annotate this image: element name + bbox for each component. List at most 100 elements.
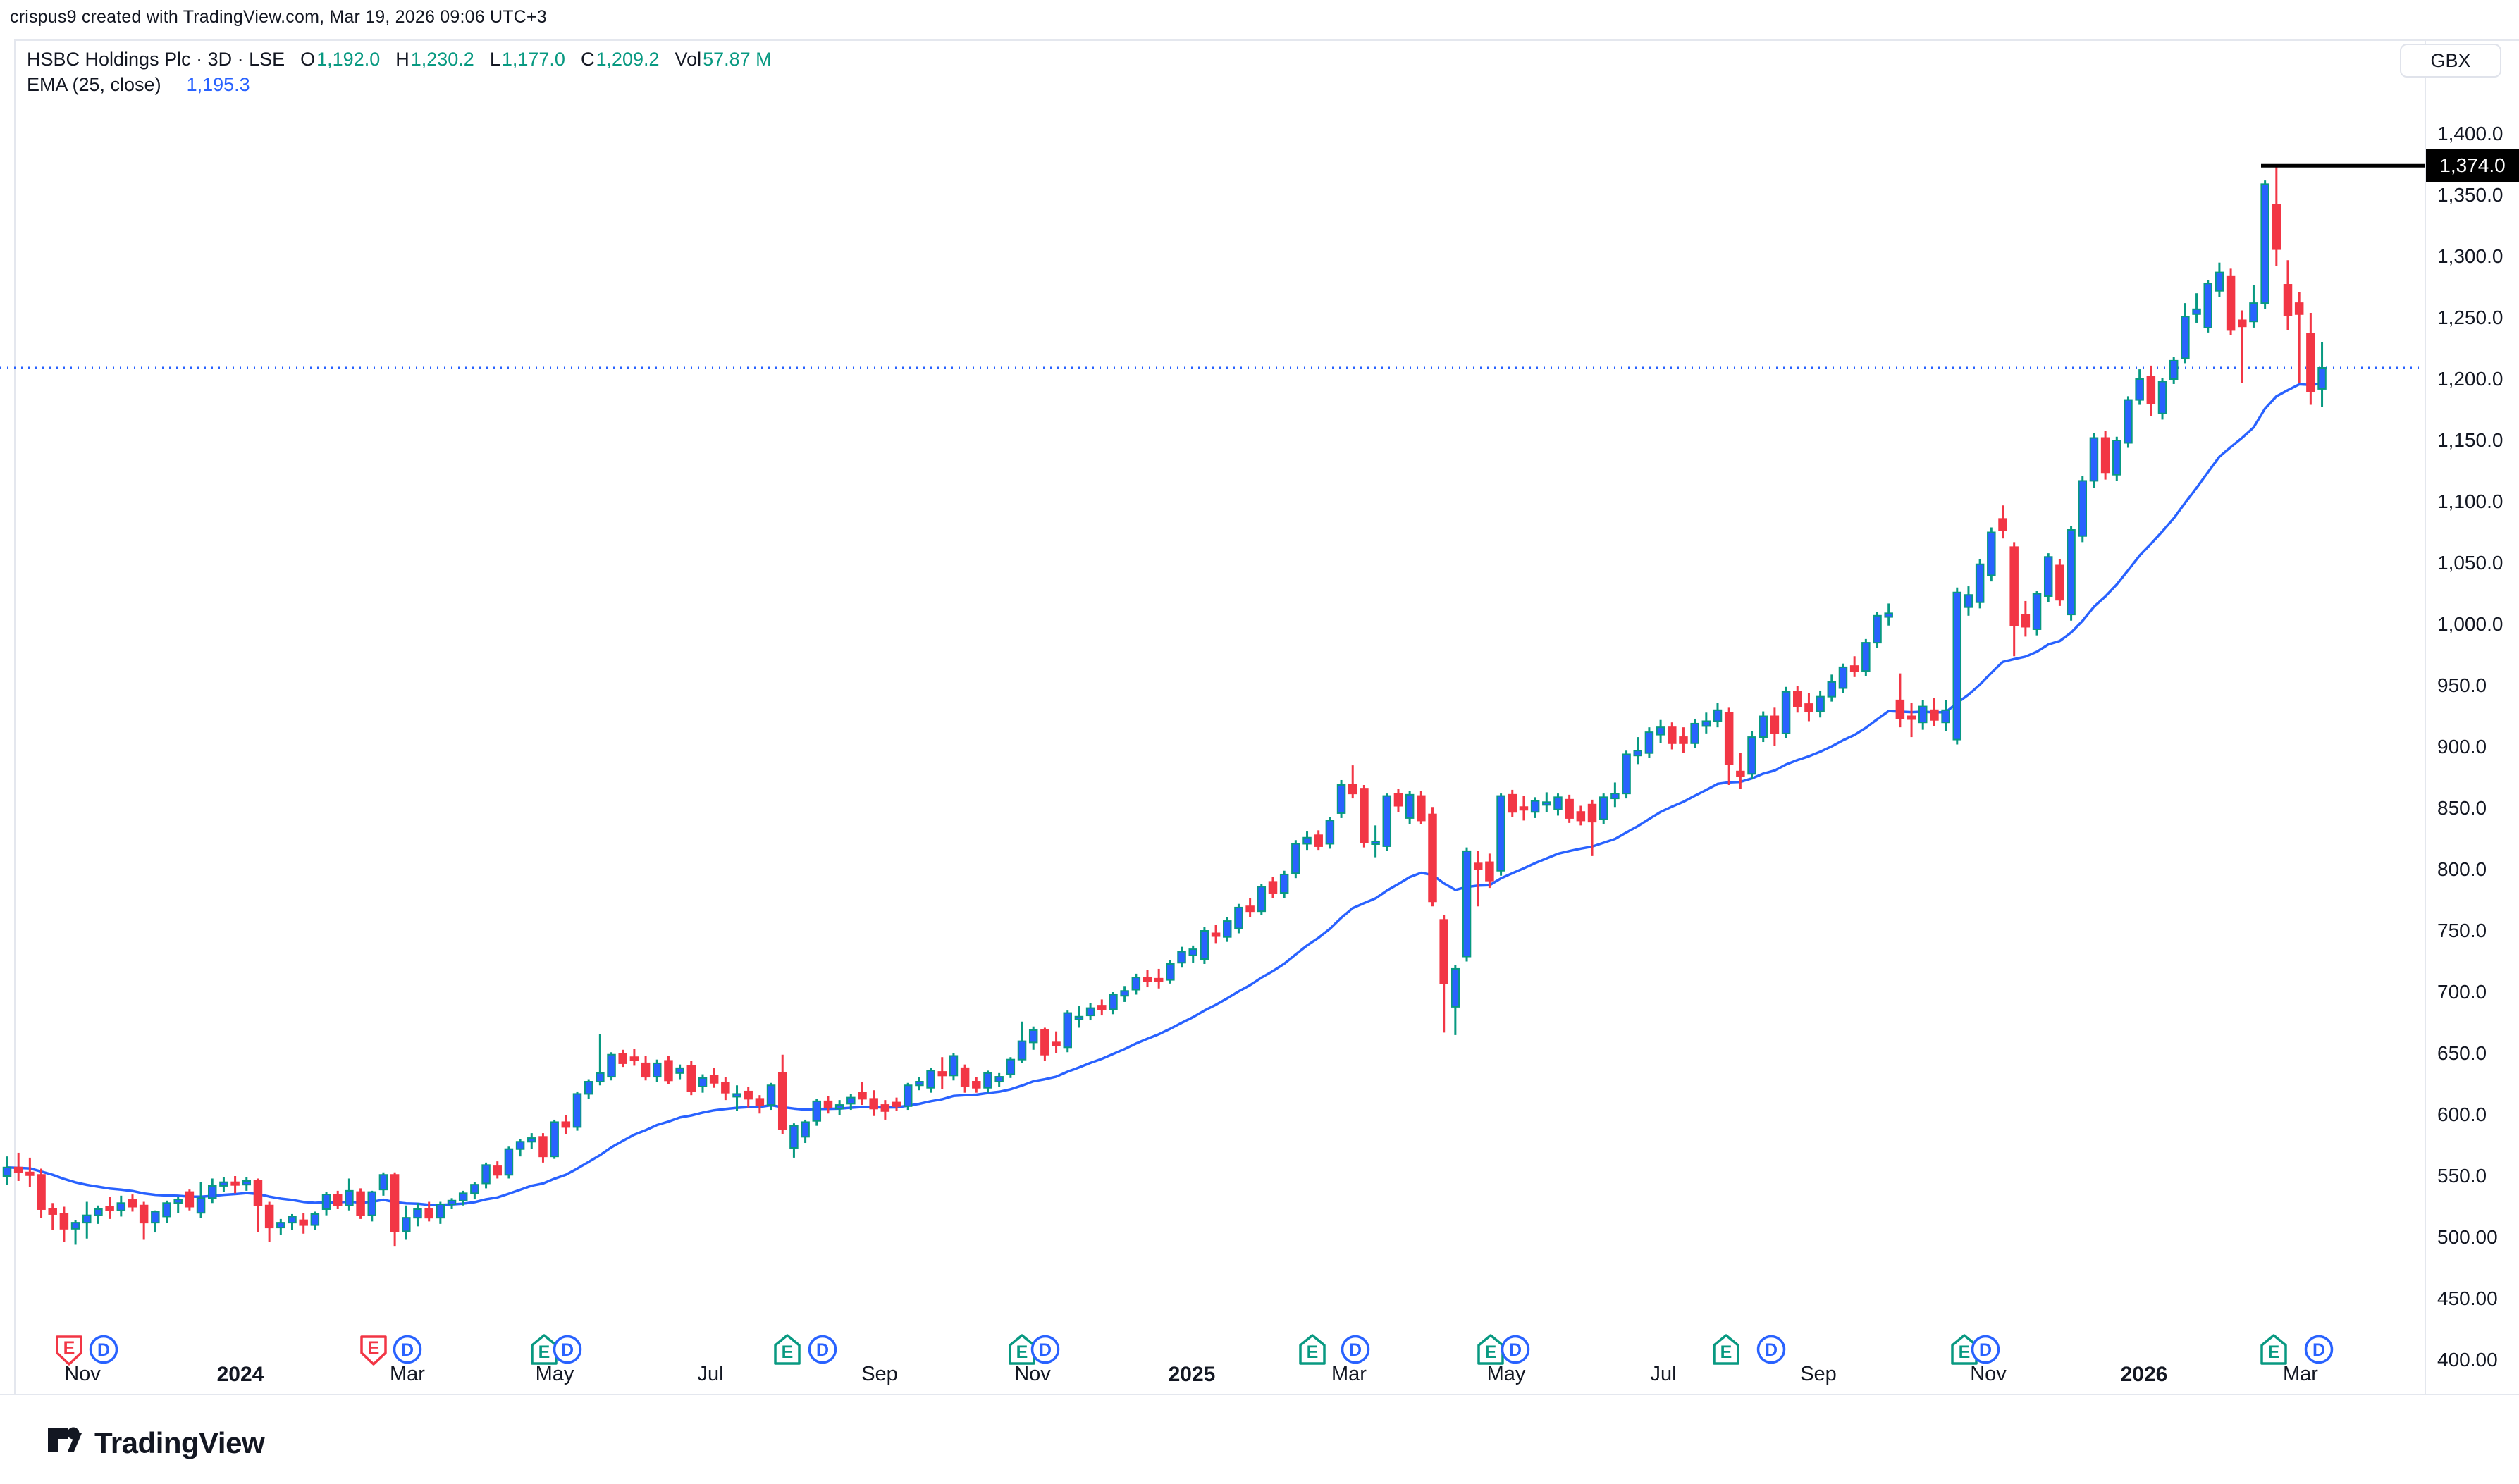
dividend-badge[interactable]: D: [1498, 1332, 1532, 1368]
candle-body: [2317, 366, 2327, 390]
candle-body: [1975, 563, 1985, 603]
candle-body: [1895, 699, 1905, 719]
candle-body: [1371, 840, 1380, 845]
candle-body: [1633, 750, 1642, 757]
candle-body: [1177, 951, 1186, 964]
candle-body: [25, 1171, 35, 1176]
candle-body: [1200, 930, 1209, 960]
candle-body: [1849, 665, 1859, 672]
indicator-legend-row[interactable]: EMA (25, close) 1,195.3: [27, 72, 772, 97]
candle-body: [777, 1072, 787, 1130]
candle-body: [1918, 705, 1928, 724]
candle-body: [1713, 709, 1723, 722]
candle-body: [1952, 591, 1962, 741]
svg-text:D: D: [816, 1340, 829, 1360]
candle-body: [436, 1204, 445, 1219]
candle-body: [2100, 437, 2110, 474]
dividend-badge[interactable]: D: [1338, 1332, 1372, 1368]
svg-text:E: E: [2268, 1342, 2280, 1362]
svg-text:D: D: [1765, 1340, 1778, 1360]
dividend-badge[interactable]: D: [1028, 1332, 1062, 1368]
earnings-badge[interactable]: E: [527, 1332, 561, 1368]
candle-body: [1804, 703, 1813, 712]
candle-body: [926, 1070, 935, 1089]
candle-body: [1553, 796, 1563, 810]
earnings-badge[interactable]: E: [1295, 1332, 1329, 1368]
candle-body: [812, 1100, 822, 1122]
candle-body: [345, 1189, 354, 1206]
pane-left-border: [14, 39, 16, 1394]
svg-text:E: E: [1720, 1342, 1732, 1362]
dividend-badge[interactable]: D: [390, 1332, 424, 1368]
candle-body: [310, 1213, 320, 1226]
candle-body: [1120, 990, 1129, 997]
candle-body: [1759, 715, 1768, 738]
candle-body: [413, 1208, 422, 1219]
candle-body: [1987, 531, 1996, 576]
svg-text:D: D: [401, 1340, 414, 1360]
candle-body: [2203, 283, 2212, 328]
dividend-badge[interactable]: D: [806, 1332, 839, 1368]
candle-body: [2192, 308, 2201, 315]
candle-body: [1496, 795, 1505, 872]
candle-body: [983, 1072, 992, 1089]
candle-body: [82, 1214, 92, 1224]
dividend-badge[interactable]: D: [87, 1332, 121, 1368]
dividend-badge[interactable]: D: [1754, 1332, 1788, 1368]
candle-body: [572, 1093, 582, 1128]
svg-text:D: D: [97, 1340, 110, 1360]
price-tick-label: 1,300.0: [2437, 245, 2503, 267]
candle-body: [424, 1208, 433, 1219]
candle-body: [527, 1137, 536, 1143]
earnings-badge[interactable]: E: [1947, 1332, 1981, 1368]
candle-body: [264, 1204, 274, 1229]
candle-body: [903, 1084, 913, 1107]
candle-body: [1884, 612, 1893, 618]
candle-body: [1154, 977, 1164, 982]
dividend-badge[interactable]: D: [1969, 1332, 2002, 1368]
earnings-badge[interactable]: E: [1474, 1332, 1508, 1368]
candle-body: [1668, 726, 1677, 744]
candle-body: [1348, 784, 1357, 795]
candle-body: [1360, 788, 1369, 843]
earnings-badge[interactable]: E: [2257, 1332, 2291, 1368]
candle-body: [721, 1082, 730, 1094]
price-tick-label: 500.00: [2437, 1226, 2498, 1248]
candle-body: [356, 1191, 365, 1216]
tradingview-logo[interactable]: TradingView: [47, 1425, 265, 1461]
dividend-badge[interactable]: D: [550, 1332, 584, 1368]
dividend-badge[interactable]: D: [2302, 1332, 2336, 1368]
candle-body: [1610, 793, 1620, 800]
candle-body: [1530, 800, 1540, 813]
candle-body: [2169, 359, 2179, 380]
candle-body: [629, 1056, 639, 1061]
candle-body: [1268, 881, 1278, 894]
earnings-badge[interactable]: E: [1005, 1332, 1039, 1368]
attribution-text: crispus9 created with TradingView.com, M…: [10, 7, 547, 27]
earnings-badge[interactable]: E: [770, 1332, 804, 1368]
candle-body: [128, 1199, 137, 1208]
candle-body: [447, 1199, 457, 1206]
candle-body: [538, 1136, 548, 1158]
price-tick-label: 1,050.0: [2437, 552, 2503, 574]
time-axis-border: [0, 1394, 2519, 1395]
candle-body: [2157, 381, 2167, 414]
candle-body: [1690, 722, 1699, 744]
candle-body: [1576, 811, 1586, 822]
earnings-badge[interactable]: E: [1709, 1332, 1743, 1368]
candle-body: [470, 1184, 479, 1194]
candle-body: [70, 1222, 80, 1230]
candle-body: [892, 1101, 901, 1107]
candle-body: [1656, 726, 1665, 736]
candle-body: [1143, 977, 1152, 982]
earnings-badge[interactable]: E: [52, 1332, 86, 1368]
time-tick-month-label: Jul: [1650, 1363, 1677, 1385]
candle-body: [1599, 796, 1608, 820]
earnings-badge[interactable]: E: [357, 1332, 390, 1368]
currency-unit-button[interactable]: GBX: [2400, 44, 2501, 78]
candle-body: [880, 1104, 890, 1112]
candle-body: [1405, 793, 1415, 819]
attribution-bar: crispus9 created with TradingView.com, M…: [0, 0, 2519, 39]
